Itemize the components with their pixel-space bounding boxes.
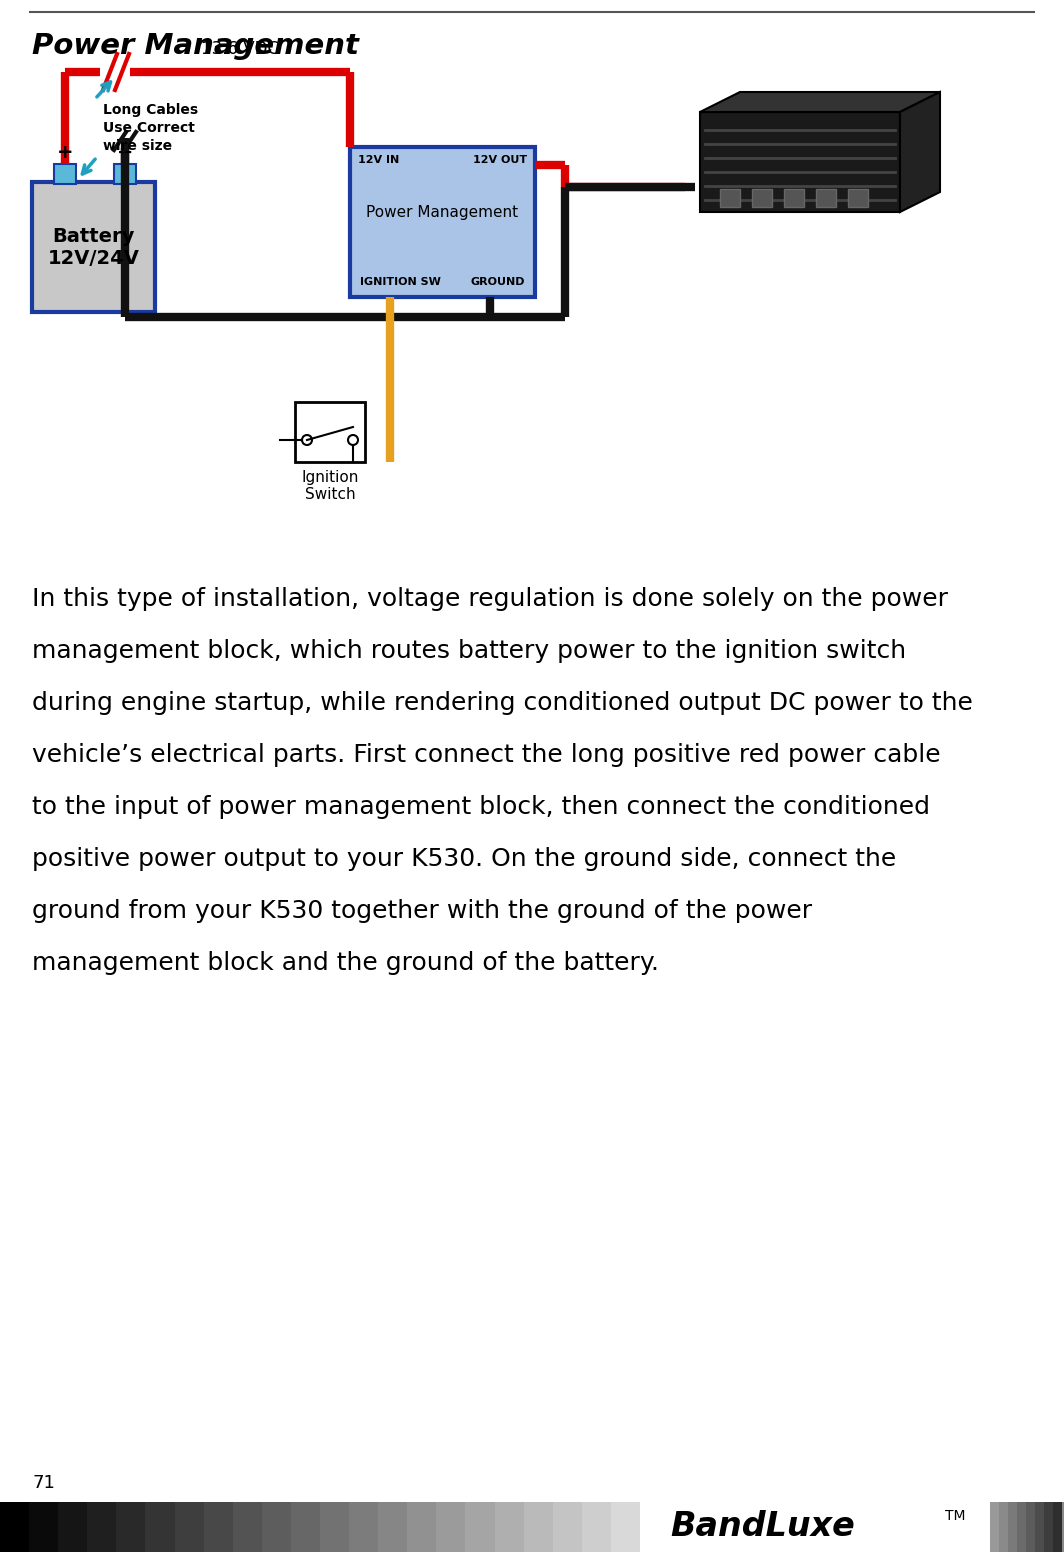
Bar <box>999 1502 1008 1552</box>
Polygon shape <box>900 92 940 213</box>
Bar <box>408 1502 437 1552</box>
Text: management block, which routes battery power to the ignition switch: management block, which routes battery p… <box>32 639 907 663</box>
Text: Long Cables
Use Correct
wire size: Long Cables Use Correct wire size <box>103 102 198 154</box>
Bar <box>436 1502 466 1552</box>
Bar <box>552 1502 583 1552</box>
Bar <box>114 165 136 185</box>
FancyBboxPatch shape <box>32 182 155 312</box>
Bar <box>465 1502 496 1552</box>
Bar <box>378 1502 409 1552</box>
Text: 71: 71 <box>32 1474 55 1491</box>
Text: GROUND: GROUND <box>470 276 525 287</box>
Bar <box>1044 1502 1053 1552</box>
Bar <box>1017 1502 1026 1552</box>
Text: management block and the ground of the battery.: management block and the ground of the b… <box>32 951 659 975</box>
Bar <box>848 189 868 206</box>
Bar <box>203 1502 234 1552</box>
Bar <box>495 1502 525 1552</box>
Bar <box>0 1502 30 1552</box>
Bar <box>784 189 804 206</box>
Text: Power Management: Power Management <box>366 205 518 219</box>
Bar <box>1008 1502 1017 1552</box>
Text: IGNITION SW: IGNITION SW <box>360 276 440 287</box>
Text: −: − <box>117 143 133 161</box>
Bar <box>1035 1502 1044 1552</box>
Bar <box>990 1502 999 1552</box>
Bar <box>320 1502 350 1552</box>
Bar <box>816 189 836 206</box>
Bar <box>116 1502 147 1552</box>
Bar <box>174 1502 204 1552</box>
Bar <box>349 1502 379 1552</box>
Text: +: + <box>56 143 73 161</box>
Bar <box>720 189 739 206</box>
Text: to the input of power management block, then connect the conditioned: to the input of power management block, … <box>32 795 930 819</box>
Bar <box>641 1502 880 1552</box>
Bar <box>262 1502 292 1552</box>
Text: TM: TM <box>945 1509 965 1523</box>
Bar <box>641 1502 1064 1552</box>
Text: BandLuxe: BandLuxe <box>670 1510 854 1544</box>
Text: Ignition
Switch: Ignition Switch <box>301 470 359 503</box>
Bar <box>0 1502 1064 1552</box>
Bar <box>1026 1502 1035 1552</box>
Text: Battery
12V/24V: Battery 12V/24V <box>48 227 139 267</box>
Bar <box>54 165 76 185</box>
Bar <box>290 1502 321 1552</box>
Polygon shape <box>700 112 900 213</box>
Bar <box>59 1502 88 1552</box>
Bar <box>582 1502 612 1552</box>
Bar <box>233 1502 263 1552</box>
Polygon shape <box>700 92 940 112</box>
Bar <box>1053 1502 1062 1552</box>
Text: 12V OUT: 12V OUT <box>472 155 527 165</box>
Text: during engine startup, while rendering conditioned output DC power to the: during engine startup, while rendering c… <box>32 691 972 715</box>
Text: vehicle’s electrical parts. First connect the long positive red power cable: vehicle’s electrical parts. First connec… <box>32 743 941 767</box>
Text: ground from your K530 together with the ground of the power: ground from your K530 together with the … <box>32 899 812 923</box>
Bar <box>752 189 772 206</box>
Bar <box>29 1502 60 1552</box>
Bar <box>87 1502 117 1552</box>
Text: In this type of installation, voltage regulation is done solely on the power: In this type of installation, voltage re… <box>32 587 948 611</box>
Text: 12V IN: 12V IN <box>358 155 399 165</box>
Text: 13.6 VDC: 13.6 VDC <box>201 40 279 57</box>
FancyBboxPatch shape <box>350 147 535 296</box>
Bar <box>146 1502 176 1552</box>
Text: Power Management: Power Management <box>32 33 359 61</box>
Bar <box>295 402 365 462</box>
Bar <box>611 1502 641 1552</box>
Bar <box>990 1502 1064 1552</box>
Text: positive power output to your K530. On the ground side, connect the: positive power output to your K530. On t… <box>32 847 896 871</box>
Bar <box>523 1502 553 1552</box>
